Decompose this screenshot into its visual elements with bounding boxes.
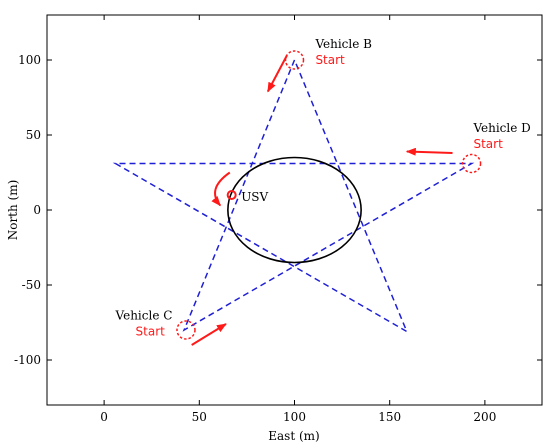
series-layer [112,59,475,334]
x-tick-label: 100 [283,410,306,424]
x-tick-label: 50 [192,410,207,424]
vehicle-d-label: Vehicle D [472,121,530,135]
vehicle-b-label: Vehicle B [314,37,372,51]
y-tick-label: 50 [26,128,41,142]
y-axis-label: North (m) [6,180,20,241]
plot-frame [46,14,543,406]
direction-arrow [405,147,453,156]
vehicle-start-marker [461,153,482,174]
y-axis-ticks: 100 50 0 -50 -100 [14,53,542,367]
annotations: Vehicle B Start Vehicle D Start Vehicle C Sta… [115,37,531,339]
vehicle-c-label: Vehicle C [115,309,173,323]
x-tick-label: 0 [100,410,108,424]
vehicle-c-start-label: Start [136,325,166,339]
usv-circle-path [227,156,362,264]
usv-start-marker [226,190,237,200]
x-tick-label: 200 [473,410,496,424]
vehicle-d-start-label: Start [473,137,503,151]
y-tick-label: 100 [18,53,41,67]
vehicle-start-marker [176,320,196,340]
y-tick-label: -100 [14,353,41,367]
direction-arrow [211,171,231,207]
x-axis-label: East (m) [268,429,319,443]
y-tick-label: -50 [22,278,41,292]
x-axis-ticks: 0 50 100 150 200 [100,15,496,424]
y-tick-label: 0 [33,203,41,217]
direction-arrow [191,323,227,346]
direction-arrows [191,55,453,346]
direction-arrow [266,55,288,93]
vehicle-b-start-label: Start [315,53,345,67]
star-path-line [112,59,475,334]
usv-label: USV [241,190,268,204]
x-tick-label: 150 [378,410,401,424]
